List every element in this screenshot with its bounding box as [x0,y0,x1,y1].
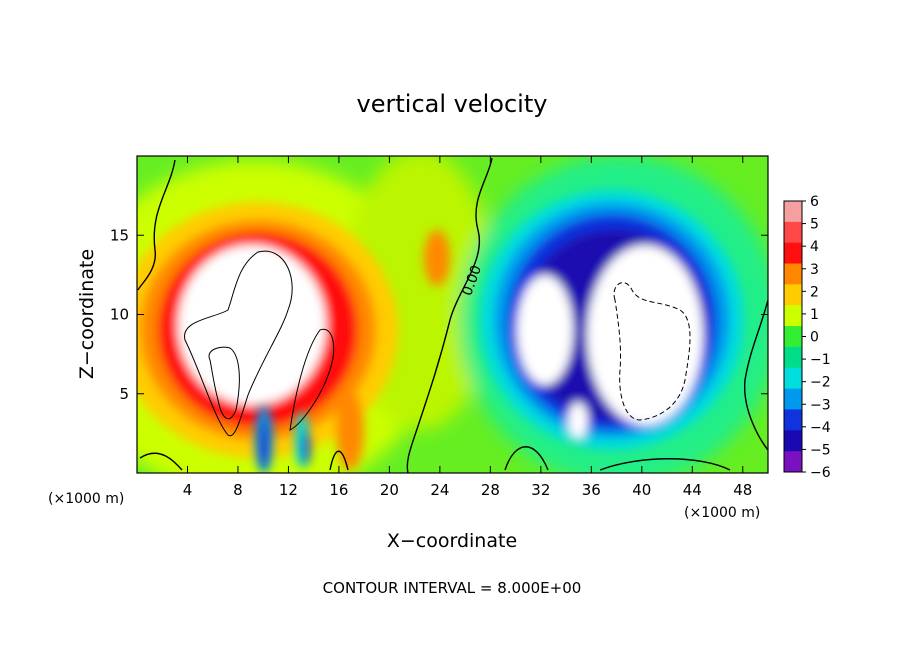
colorbar-label: −2 [810,375,831,391]
colorbar-swatch [784,284,802,306]
colorbar-label: 4 [810,239,819,255]
y-tick-label: 10 [110,306,129,324]
colorbar-label: 3 [810,262,819,278]
contour-interval-note: CONTOUR INTERVAL = 8.000E+00 [323,579,582,597]
colorbar-swatch [784,367,802,390]
zero-contour-bottom [139,446,731,471]
x-tick-label: 24 [430,481,449,499]
x-unit-label-right: (×1000 m) [684,505,760,521]
colorbar-label: −3 [810,397,831,413]
colorbar-swatch [784,326,802,348]
colorbar-swatch [784,346,802,369]
colorbar-swatch [784,263,802,285]
x-axis-label: X−coordinate [387,530,517,552]
zero-contour-middle [406,157,493,473]
colorbar-label: −5 [810,442,831,458]
x-tick-label: 40 [632,481,651,499]
colorbar-label: 2 [810,284,819,300]
x-tick-label: 8 [233,481,243,499]
x-tick-label: 20 [380,481,399,499]
updraft-contour-outer [184,250,293,437]
colorbar-label: −6 [810,465,831,481]
colorbar-swatch [784,430,802,452]
colorbar-swatch [784,201,802,223]
colorbar-label: 6 [810,194,819,210]
x-tick-label: 48 [733,481,752,499]
updraft-contour-right [289,328,335,431]
colorbar-swatch [784,242,802,265]
x-axis-ticks: 4 8 12 16 20 24 28 32 36 40 44 48 [183,156,752,499]
colorbar-label: 1 [810,307,819,323]
colorbar-swatch [784,221,802,244]
y-axis-label: Z−coordinate [76,249,98,379]
colorbar-swatch [784,451,802,473]
updraft-contour-inner [208,346,240,420]
x-tick-label: 36 [582,481,601,499]
chart-title: vertical velocity [357,90,548,118]
x-tick-label: 44 [683,481,702,499]
colorbar-label: −1 [810,352,831,368]
colorbar-label: 0 [810,330,819,346]
x-tick-label: 12 [279,481,298,499]
colorbar-label: −4 [810,420,831,436]
updraft-base-downdrafts [255,406,310,473]
downdraft-plume [480,190,744,450]
zero-contour-left [137,159,176,291]
colorbar: 6 5 4 3 2 1 0 −1 −2 −3 −4 −5 −6 [783,194,831,481]
updraft-contours [184,250,335,437]
x-unit-label-left: (×1000 m) [48,491,124,507]
x-tick-label: 28 [481,481,500,499]
zero-contours [137,157,768,473]
y-tick-label: 15 [110,226,129,244]
colorbar-swatch [784,409,802,431]
downdraft-contour [613,282,691,421]
zero-contour-right [744,299,768,451]
colorbar-label: 5 [810,217,819,233]
y-axis-ticks: 5 10 15 [110,226,768,403]
x-tick-label: 32 [531,481,550,499]
x-tick-label: 4 [183,481,193,499]
velocity-field [137,156,768,473]
colorbar-swatch [784,305,802,327]
updraft-plume [137,202,450,470]
x-tick-label: 16 [329,481,348,499]
colorbar-swatch [784,388,802,410]
y-tick-label: 5 [119,385,129,403]
